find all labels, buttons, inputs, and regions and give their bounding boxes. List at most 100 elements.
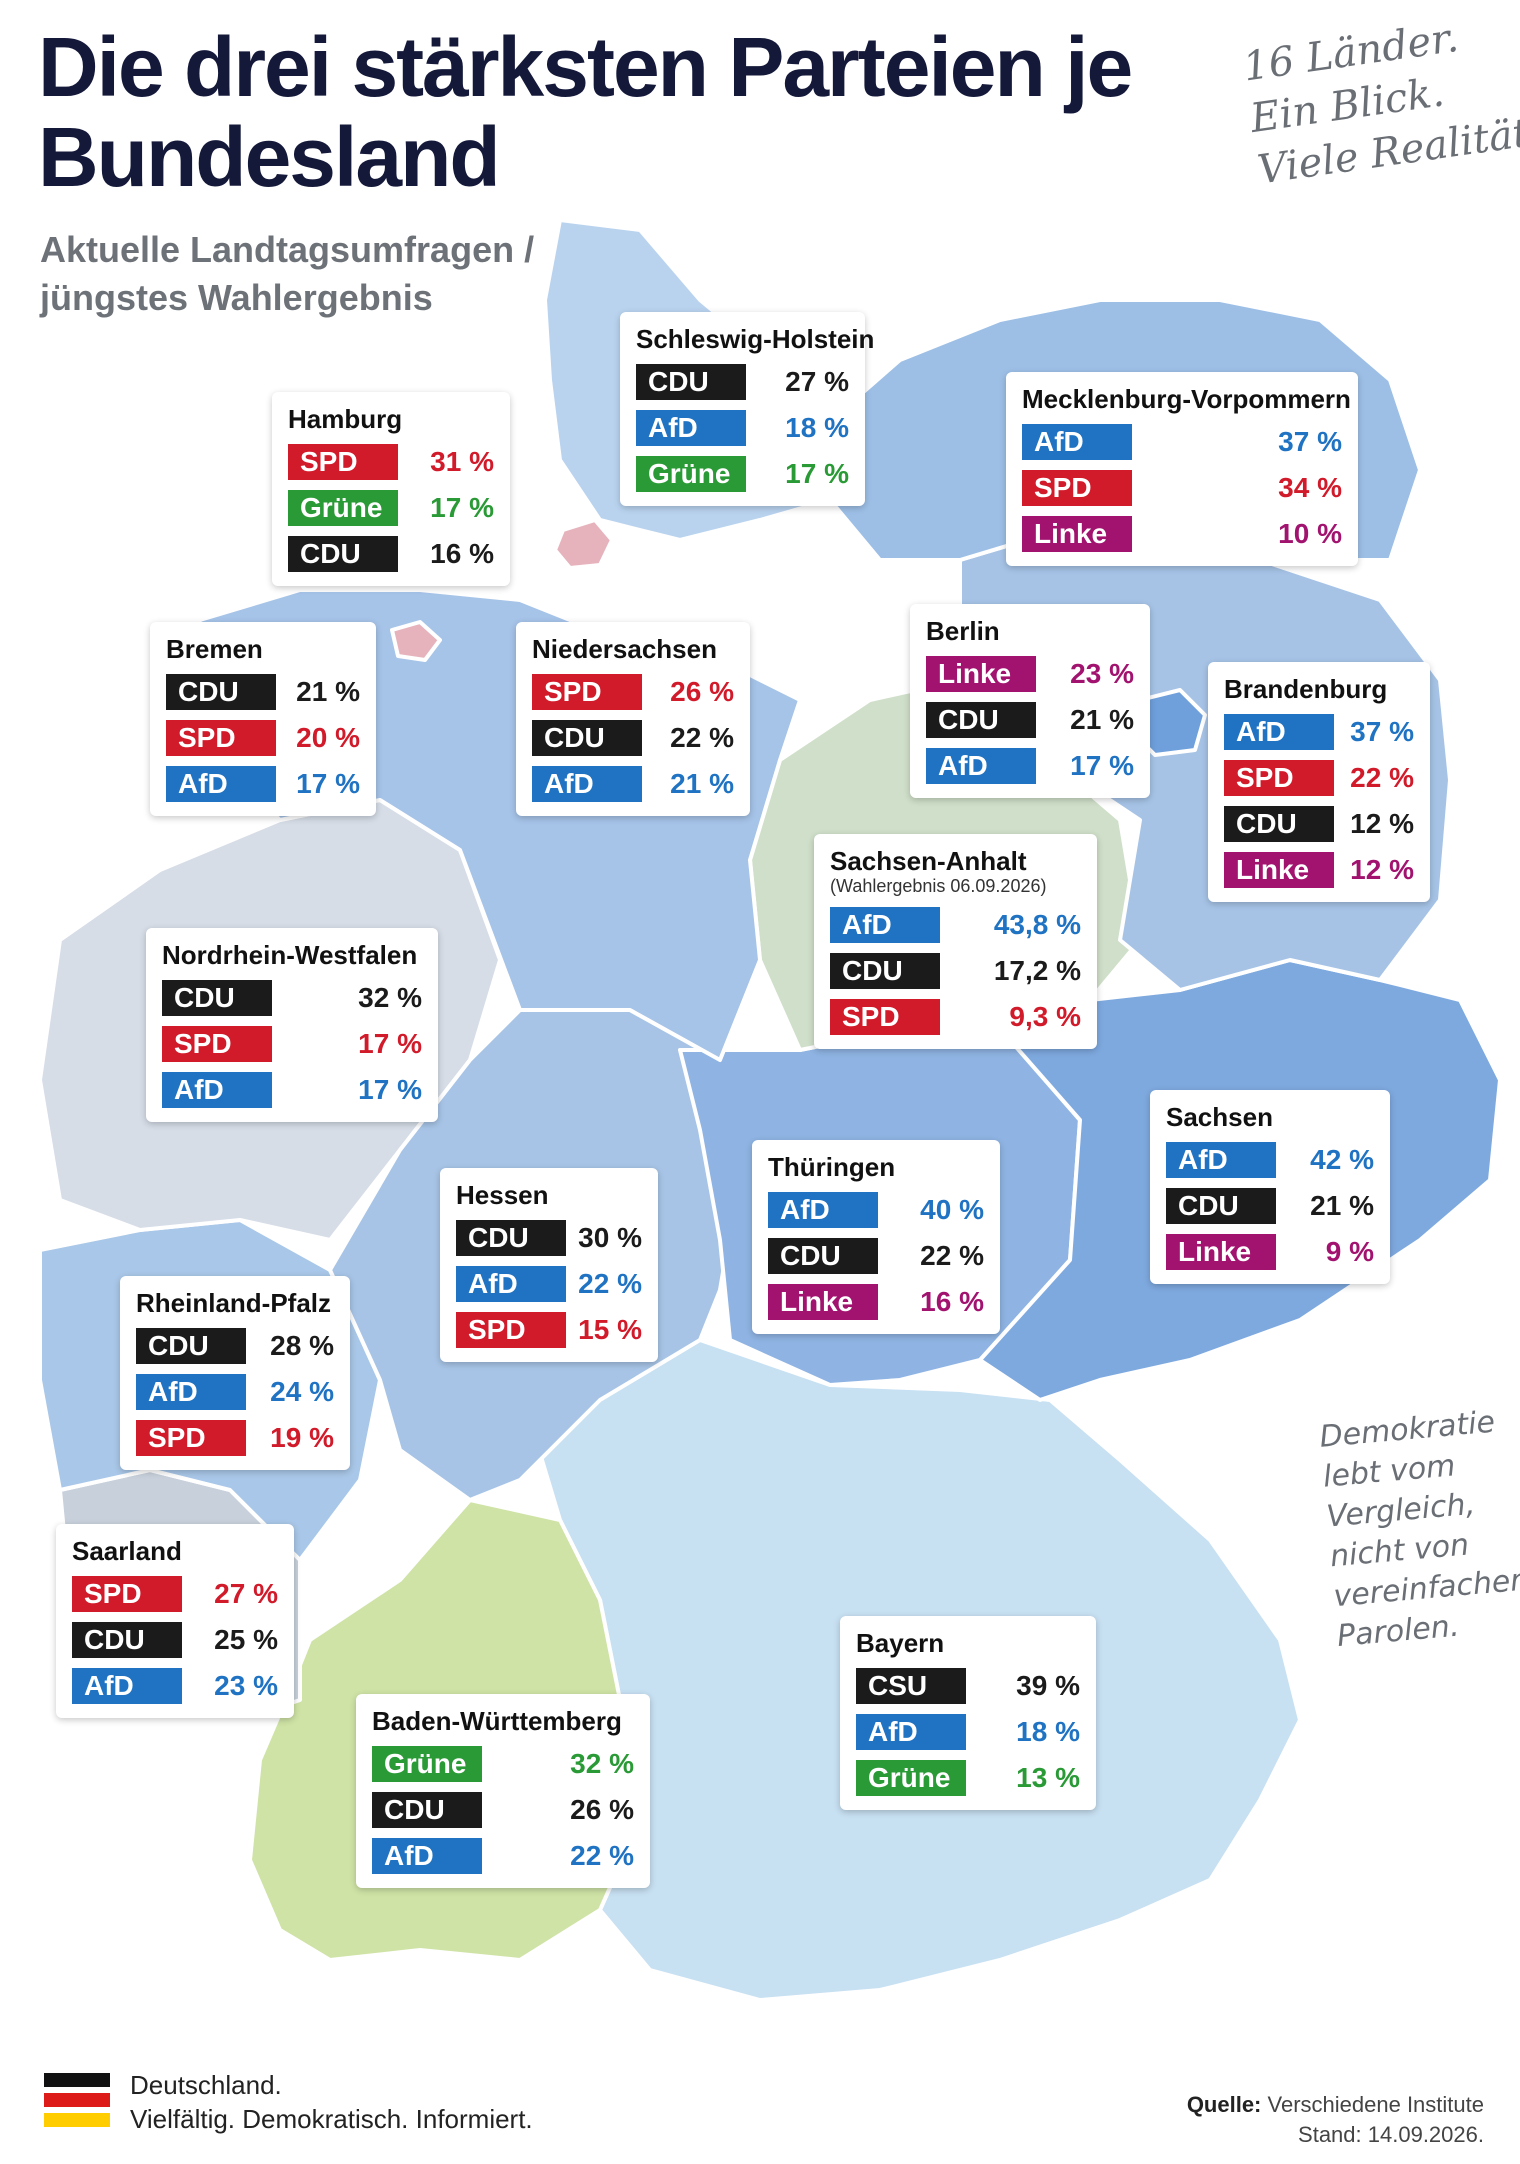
party-value: 12 %: [1350, 808, 1414, 839]
result-row: Grüne 32 %: [372, 1746, 634, 1782]
party-label: SPD: [1224, 760, 1334, 796]
party-value: 23 %: [214, 1670, 278, 1701]
party-value: 32 %: [358, 982, 422, 1013]
state-name: Hamburg: [288, 404, 403, 434]
result-row: CDU 22 %: [768, 1238, 984, 1274]
state-name: Baden-Württemberg: [372, 1706, 622, 1736]
party-value: 12 %: [1350, 854, 1414, 885]
party-value: 21 %: [670, 768, 734, 799]
party-value: 37 %: [1350, 716, 1414, 747]
state-name: Sachsen-Anhalt: [830, 846, 1027, 876]
party-value: 27 %: [785, 366, 849, 397]
region-hamburg: [553, 518, 614, 570]
party-value: 32 %: [570, 1748, 634, 1779]
party-value: 31 %: [430, 446, 494, 477]
party-label: CSU: [856, 1668, 966, 1704]
party-value: 30 %: [578, 1222, 642, 1253]
party-label: Linke: [1166, 1234, 1276, 1270]
party-label: Linke: [926, 656, 1036, 692]
result-row: SPD 9,3 %: [830, 999, 1081, 1035]
state-card-saarland: Saarland SPD 27 % CDU 25 % AfD 23 %: [56, 1524, 294, 1718]
party-label: SPD: [72, 1576, 182, 1612]
state-name: Niedersachsen: [532, 634, 717, 664]
party-label: AfD: [166, 766, 276, 802]
result-row: SPD 27 %: [72, 1576, 278, 1612]
party-label: CDU: [830, 953, 940, 989]
party-value: 20 %: [296, 722, 360, 753]
state-card-bremen: Bremen CDU 21 % SPD 20 % AfD 17 %: [150, 622, 376, 816]
state-name: Bayern: [856, 1628, 945, 1658]
result-row: CDU 21 %: [166, 674, 360, 710]
stand-label: Stand:: [1298, 2122, 1362, 2147]
state-card-hamburg: Hamburg SPD 31 % Grüne 17 % CDU 16 %: [272, 392, 510, 586]
party-value: 17 %: [358, 1074, 422, 1105]
result-row: AfD 18 %: [636, 410, 849, 446]
result-row: SPD 17 %: [162, 1026, 422, 1062]
party-label: SPD: [532, 674, 642, 710]
result-row: CDU 32 %: [162, 980, 422, 1016]
party-value: 17 %: [296, 768, 360, 799]
state-card-thueringen: Thüringen AfD 40 % CDU 22 % Linke 16 %: [752, 1140, 1000, 1334]
result-row: Linke 12 %: [1224, 852, 1414, 888]
party-value: 34 %: [1278, 472, 1342, 503]
result-row: Grüne 17 %: [636, 456, 849, 492]
party-label: Grüne: [636, 456, 746, 492]
state-card-rheinland-pfalz: Rheinland-Pfalz CDU 28 % AfD 24 % SPD 19 %: [120, 1276, 350, 1470]
party-value: 21 %: [1310, 1190, 1374, 1221]
state-name: Berlin: [926, 616, 1000, 646]
party-value: 22 %: [578, 1268, 642, 1299]
party-value: 24 %: [270, 1376, 334, 1407]
result-row: CDU 26 %: [372, 1792, 634, 1828]
party-value: 18 %: [1016, 1716, 1080, 1747]
party-label: SPD: [288, 444, 398, 480]
party-value: 23 %: [1070, 658, 1134, 689]
result-row: CDU 28 %: [136, 1328, 334, 1364]
result-row: CDU 21 %: [926, 702, 1134, 738]
result-row: SPD 31 %: [288, 444, 494, 480]
party-label: CDU: [162, 980, 272, 1016]
result-row: AfD 42 %: [1166, 1142, 1374, 1178]
party-label: CDU: [288, 536, 398, 572]
party-label: CDU: [926, 702, 1036, 738]
result-row: SPD 19 %: [136, 1420, 334, 1456]
party-label: Linke: [1022, 516, 1132, 552]
result-row: AfD 18 %: [856, 1714, 1080, 1750]
party-value: 13 %: [1016, 1762, 1080, 1793]
state-name: Mecklenburg-Vorpommern: [1022, 384, 1351, 414]
result-row: CDU 27 %: [636, 364, 849, 400]
result-row: Linke 23 %: [926, 656, 1134, 692]
state-card-sachsen: Sachsen AfD 42 % CDU 21 % Linke 9 %: [1150, 1090, 1390, 1284]
result-row: AfD 24 %: [136, 1374, 334, 1410]
footer-line-1: Deutschland.: [130, 2070, 282, 2100]
party-value: 37 %: [1278, 426, 1342, 457]
state-name: Brandenburg: [1224, 674, 1388, 704]
state-card-mecklenburg-vorpommern: Mecklenburg-Vorpommern AfD 37 % SPD 34 % Link…: [1006, 372, 1358, 566]
state-card-sachsen-anhalt: Sachsen-Anhalt (Wahlergebnis 06.09.2026) A…: [814, 834, 1097, 1049]
result-row: SPD 22 %: [1224, 760, 1414, 796]
state-card-brandenburg: Brandenburg AfD 37 % SPD 22 % CDU 12 % Linke 12 …: [1208, 662, 1430, 902]
party-label: CDU: [456, 1220, 566, 1256]
result-row: AfD 43,8 %: [830, 907, 1081, 943]
party-value: 27 %: [214, 1578, 278, 1609]
party-value: 10 %: [1278, 518, 1342, 549]
flag-stripe: [44, 2073, 110, 2087]
party-label: Grüne: [856, 1760, 966, 1796]
party-value: 21 %: [296, 676, 360, 707]
party-value: 22 %: [1350, 762, 1414, 793]
party-label: SPD: [136, 1420, 246, 1456]
result-row: CSU 39 %: [856, 1668, 1080, 1704]
party-label: Linke: [768, 1284, 878, 1320]
result-row: CDU 17,2 %: [830, 953, 1081, 989]
result-row: Linke 10 %: [1022, 516, 1342, 552]
party-value: 18 %: [785, 412, 849, 443]
flag-stripe: [44, 2093, 110, 2107]
result-row: AfD 17 %: [162, 1072, 422, 1108]
party-value: 22 %: [570, 1840, 634, 1871]
state-card-schleswig-holstein: Schleswig-Holstein CDU 27 % AfD 18 % Grüne 17 …: [620, 312, 874, 506]
state-name: Thüringen: [768, 1152, 896, 1182]
party-label: AfD: [1224, 714, 1334, 750]
party-value: 15 %: [578, 1314, 642, 1345]
state-card-nordrhein-westfalen: Nordrhein-Westfalen CDU 32 % SPD 17 % AfD 17 %: [146, 928, 438, 1122]
state-name: Saarland: [72, 1536, 182, 1566]
party-value: 43,8 %: [993, 909, 1081, 940]
